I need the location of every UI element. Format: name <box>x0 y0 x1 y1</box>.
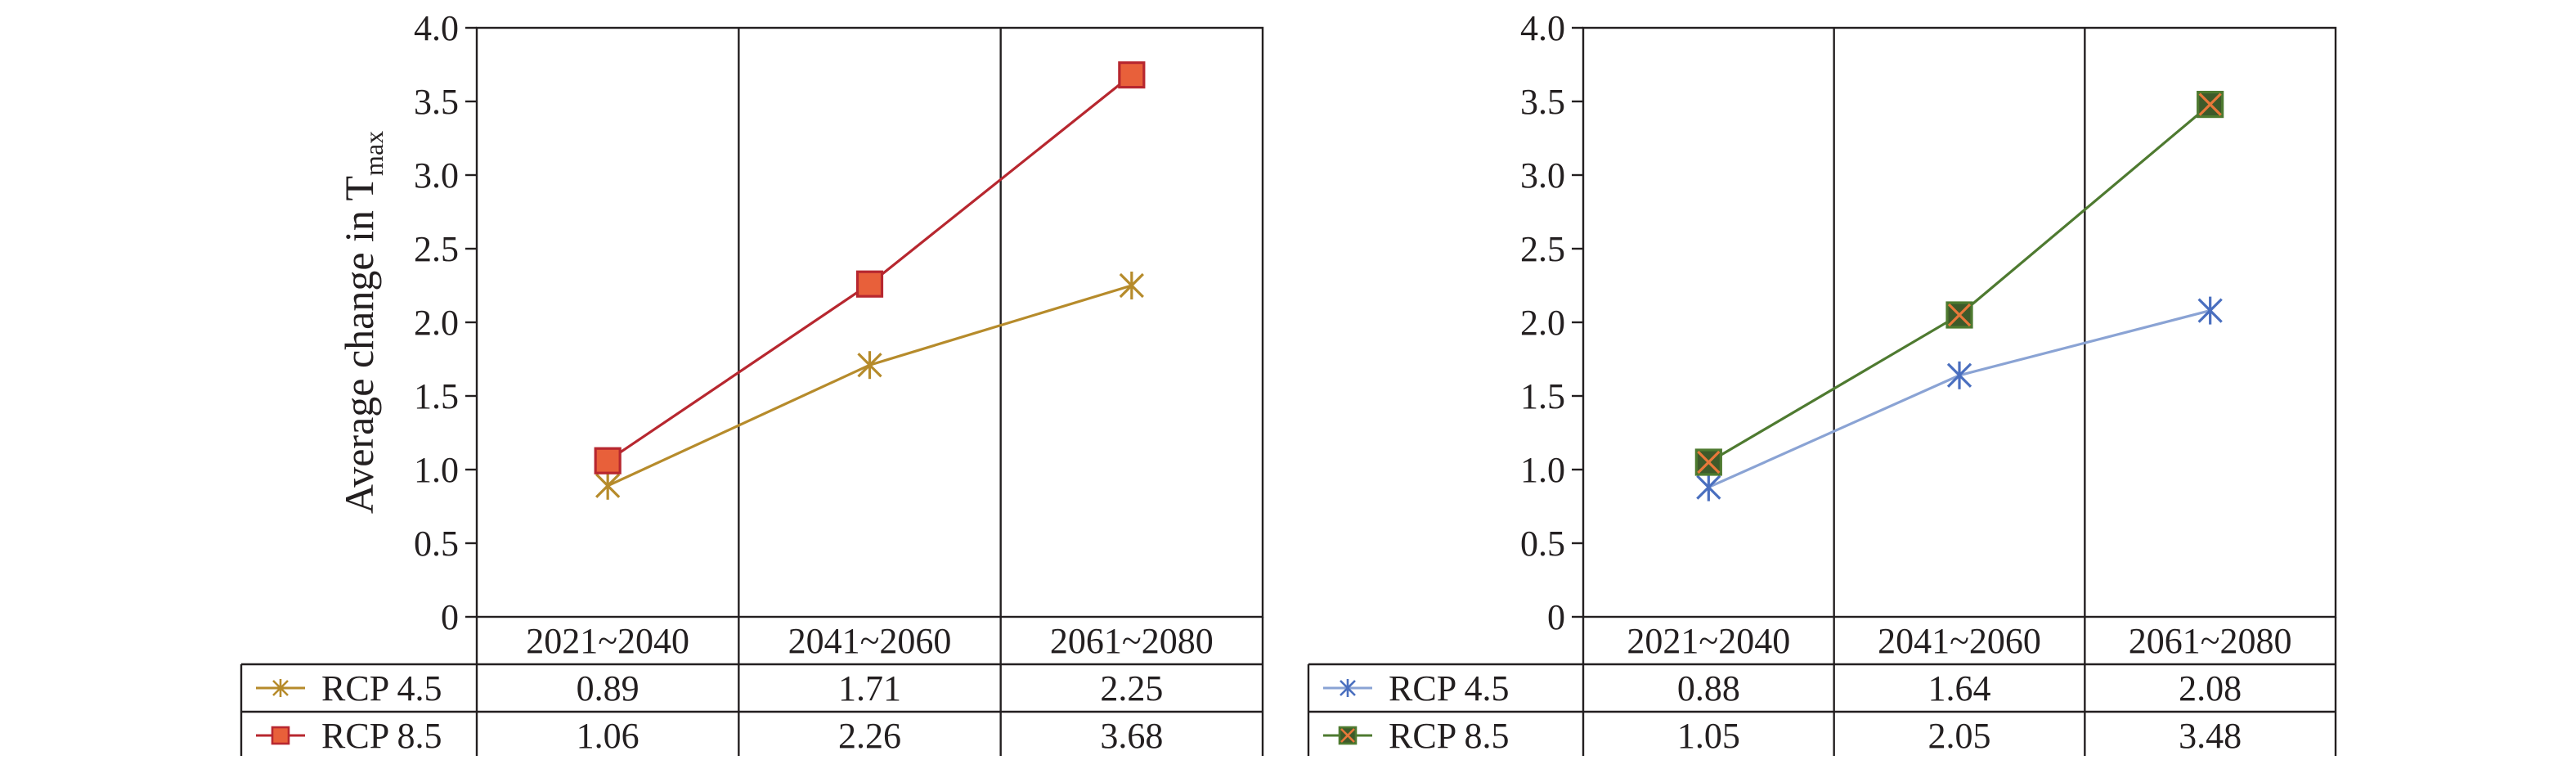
panel2-y-tick-label: 3.5 <box>1520 82 1565 122</box>
panel2-y-tick-label: 1.0 <box>1520 450 1565 490</box>
panel2-data-label: 1.05 <box>1677 716 1740 756</box>
panel1-series2-legend-marker <box>271 726 290 745</box>
panel2-data-label: 3.48 <box>2179 716 2242 756</box>
panel2-series1-point-marker <box>1946 361 1972 389</box>
panel1-series-line-2 <box>607 74 1133 462</box>
panel1-series1-legend-marker <box>272 679 289 697</box>
panel1-y-tick-label: 2.5 <box>414 229 459 269</box>
panel1-series-line-1 <box>607 284 1133 488</box>
panel1-y-tick-label: 0 <box>441 597 459 637</box>
panel2-data-label: 2.08 <box>2179 668 2242 708</box>
panel1-series1-point-marker <box>595 471 621 500</box>
panel1-y-axis-label-main: Average change in T <box>336 176 382 514</box>
panel1-y-axis-label-sub: max <box>359 131 388 176</box>
panel1-legend-label: RCP 4.5 <box>321 668 442 708</box>
panel1-data-label: 2.26 <box>838 716 901 756</box>
panel1-category-label: 2041~2060 <box>788 621 952 661</box>
panel1-category-label: 2061~2080 <box>1050 621 1214 661</box>
panel1-y-axis-label: Average change in Tmax <box>336 131 388 514</box>
panel2-data-label: 1.64 <box>1928 668 1991 708</box>
panel1-series2-point-marker <box>855 270 884 298</box>
panel2-category-label: 2041~2060 <box>1878 621 2041 661</box>
panel1-data-label: 1.06 <box>577 716 640 756</box>
panel1-plot-frame <box>475 26 1264 618</box>
panel1-y-tick-label: 4.0 <box>414 8 459 48</box>
panel1-data-label: 2.25 <box>1100 668 1163 708</box>
panel2-series1-point-marker <box>2197 296 2223 325</box>
panel2-series2-point-marker <box>1945 301 1973 329</box>
panel2-y-tick-label: 3.0 <box>1520 155 1565 196</box>
panel1-legend-label: RCP 8.5 <box>321 716 442 756</box>
panel1-series2-point-marker <box>594 447 622 474</box>
panel2-y-tick-label: 0.5 <box>1520 524 1565 564</box>
panel1-y-tick-label: 3.5 <box>414 82 459 122</box>
panel1-y-tick-label: 0.5 <box>414 524 459 564</box>
panel1-y-tick-label: 1.0 <box>414 450 459 490</box>
panel1-y-tick-label: 2.0 <box>414 303 459 343</box>
panel1-data-label: 3.68 <box>1100 716 1163 756</box>
panel2-series2-point-marker <box>1694 448 1722 476</box>
panel2-y-tick-label: 1.5 <box>1520 376 1565 416</box>
panel1-y-tick-label: 1.5 <box>414 376 459 416</box>
panel1-series1-point-marker <box>857 351 882 380</box>
panel2-data-label: 0.88 <box>1677 668 1740 708</box>
panel1-category-label: 2021~2040 <box>526 621 689 661</box>
panel2-category-label: 2021~2040 <box>1627 621 1790 661</box>
panel2-data-label: 2.05 <box>1928 716 1991 756</box>
panel2-series1-point-marker <box>1696 473 1721 501</box>
panel2-series2-legend-marker <box>1338 726 1358 745</box>
panel2-legend-label: RCP 8.5 <box>1389 716 1510 756</box>
panel1-data-label: 1.71 <box>838 668 901 708</box>
panel1-y-tick-label: 3.0 <box>414 155 459 196</box>
panel2-legend-label: RCP 4.5 <box>1389 668 1510 708</box>
panel1-data-label: 0.89 <box>577 668 640 708</box>
panel2-series-line-1 <box>1708 309 2211 489</box>
panel2-series-line-2 <box>1708 103 2211 464</box>
panel2-y-tick-label: 4.0 <box>1520 8 1565 48</box>
panel2-y-tick-label: 0 <box>1547 597 1565 637</box>
panel2-series1-legend-marker <box>1340 679 1356 697</box>
panel2-y-tick-label: 2.5 <box>1520 229 1565 269</box>
panel2-category-label: 2061~2080 <box>2129 621 2292 661</box>
panel2-series2-point-marker <box>2197 90 2224 119</box>
panel1-series2-point-marker <box>1118 61 1146 89</box>
panel2-y-tick-label: 2.0 <box>1520 303 1565 343</box>
panel1-series1-point-marker <box>1119 272 1144 299</box>
